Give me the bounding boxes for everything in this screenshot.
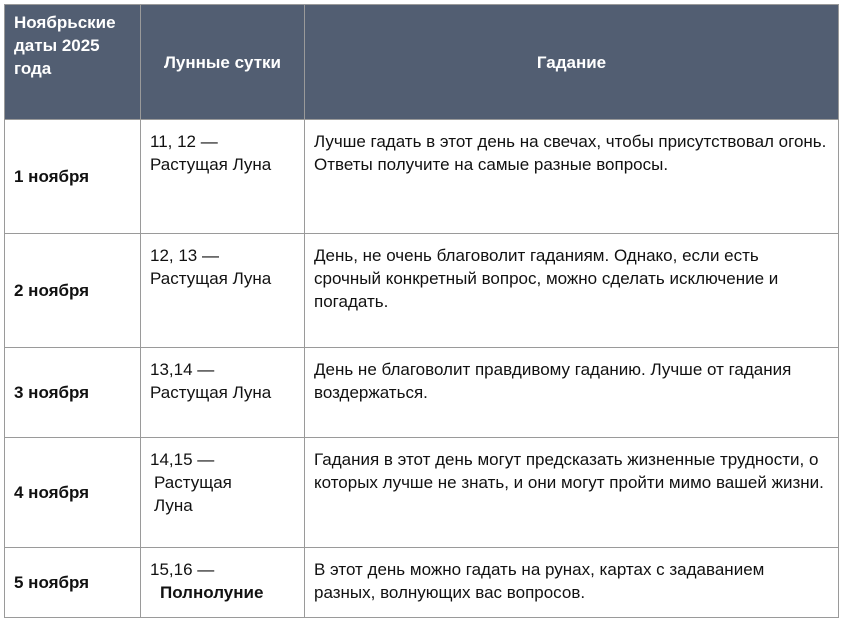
header-cell: Лунные сутки <box>140 4 305 120</box>
phase: Полнолуние <box>160 583 264 602</box>
date-cell: 4 ноября <box>4 437 141 548</box>
lunar-cell: 14,15 — Растущая Луна <box>140 437 305 548</box>
lunar-days: 15,16 — <box>150 560 215 579</box>
row: 4 ноября 14,15 — Растущая Луна Гадания в эт… <box>4 437 839 548</box>
date-cell: 1 ноября <box>4 119 141 234</box>
divination-cell: День не благоволит правдивому гаданию. Л… <box>304 347 839 438</box>
header-row: Ноябрьские даты 2025 года Лунные сутки Г… <box>4 4 839 120</box>
date-cell: 3 ноября <box>4 347 141 438</box>
lunar-cell: 12, 13 — Растущая Луна <box>140 233 305 348</box>
phase: Растущая Луна <box>150 269 272 288</box>
divination-table: Ноябрьские даты 2025 года Лунные сутки Г… <box>4 4 839 618</box>
divination-cell: Гадания в этот день могут предсказать жи… <box>304 437 839 548</box>
header-cell: Ноябрьские даты 2025 года <box>4 4 141 120</box>
lunar-days: 13,14 — <box>150 360 215 379</box>
divination-cell: В этот день можно гадать на рунах, карта… <box>304 547 839 618</box>
row: 1 ноября 11, 12 — Растущая Луна Лучше гадат… <box>4 119 839 234</box>
phase: Растущая Луна <box>150 155 272 174</box>
date-cell: 5 ноября <box>4 547 141 618</box>
phase: Растущая Луна <box>150 383 272 402</box>
row: 3 ноября 13,14 — Растущая Луна День не благ… <box>4 347 839 438</box>
phase: Растущая Луна <box>154 473 232 515</box>
divination-cell: День, не очень благоволит гаданиям. Одна… <box>304 233 839 348</box>
date-cell: 2 ноября <box>4 233 141 348</box>
divination-cell: Лучше гадать в этот день на свечах, чтоб… <box>304 119 839 234</box>
lunar-cell: 11, 12 — Растущая Луна <box>140 119 305 234</box>
row: 5 ноября 15,16 — Полнолуние В этот день мож… <box>4 547 839 618</box>
lunar-days: 11, 12 — <box>150 132 218 151</box>
header-cell: Гадание <box>304 4 839 120</box>
row: 2 ноября 12, 13 — Растущая Луна День, не оч… <box>4 233 839 348</box>
lunar-days: 14,15 — <box>150 450 215 469</box>
lunar-cell: 15,16 — Полнолуние <box>140 547 305 618</box>
lunar-days: 12, 13 — <box>150 246 219 265</box>
lunar-cell: 13,14 — Растущая Луна <box>140 347 305 438</box>
